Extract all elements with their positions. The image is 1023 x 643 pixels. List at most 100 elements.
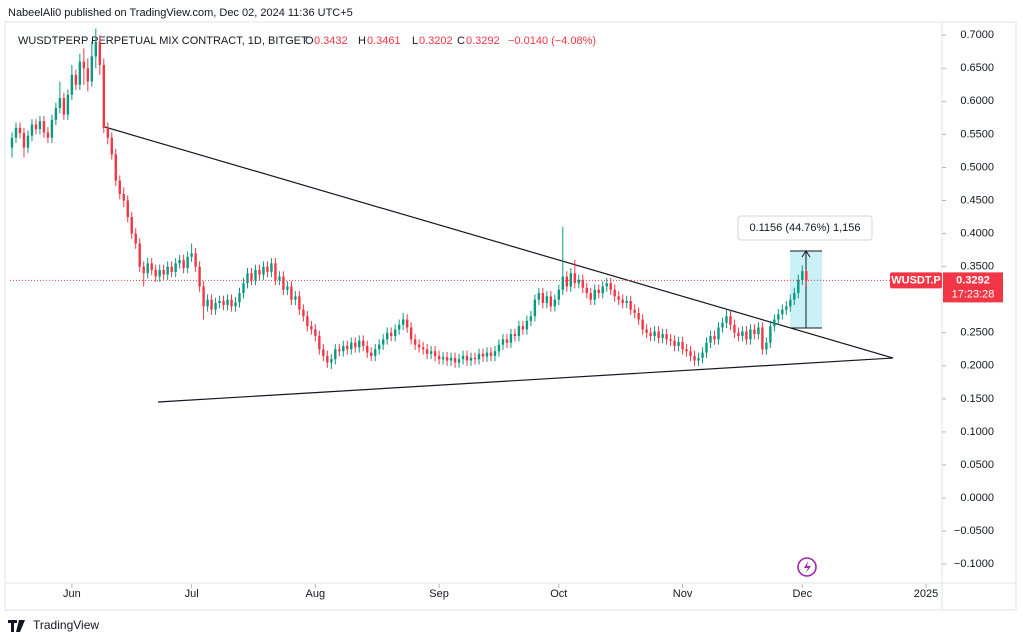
trend-line — [157, 357, 894, 403]
candle-body — [453, 357, 457, 363]
candle-body — [797, 279, 800, 294]
candle-body — [593, 289, 596, 300]
candle-body — [485, 352, 489, 357]
candle-body — [681, 342, 684, 350]
candle-body — [433, 351, 437, 356]
candle-body — [733, 324, 736, 333]
candle-body — [214, 303, 217, 310]
candle-body — [118, 180, 121, 194]
candle-body — [114, 154, 117, 181]
candle-body — [769, 326, 772, 343]
ohlc-label: H — [358, 35, 366, 47]
candle-body — [425, 349, 429, 354]
candle-body — [354, 342, 357, 348]
candle-body — [661, 334, 664, 339]
candle-body — [286, 286, 289, 290]
candle-body — [242, 283, 245, 294]
candle-body — [421, 347, 425, 350]
candle-body — [122, 193, 125, 201]
candle-body — [745, 331, 748, 340]
candle-body — [158, 269, 161, 277]
candle-body — [697, 357, 700, 361]
candle-body — [505, 339, 509, 343]
candle-body — [649, 332, 652, 337]
y-tick-label: 0.5500 — [960, 128, 994, 140]
candle-body — [14, 127, 18, 138]
candle-body — [146, 263, 149, 274]
chart-frame — [4, 21, 1017, 611]
candle-body — [781, 309, 784, 315]
candle-body — [573, 273, 576, 284]
candle-body — [653, 331, 656, 337]
candle-body — [441, 357, 445, 360]
candle-body — [737, 332, 740, 337]
x-tick-label: Aug — [306, 588, 326, 600]
candle-body — [314, 329, 317, 337]
candle-body — [222, 301, 225, 305]
candle-body — [481, 353, 485, 357]
candle-body — [234, 302, 237, 307]
candle-body — [693, 355, 696, 361]
x-tick-label: Dec — [793, 588, 813, 600]
ohlc-label: C — [457, 35, 465, 47]
candle-body — [537, 293, 541, 300]
candle-body — [338, 349, 341, 352]
candle-body — [429, 351, 433, 354]
candle-body — [613, 289, 616, 297]
candle-body — [637, 312, 640, 320]
candle-body — [326, 355, 329, 363]
y-tick-label: 0.2000 — [960, 360, 994, 372]
candle-body — [609, 283, 612, 290]
candle-body — [206, 299, 209, 307]
candle-body — [617, 296, 620, 300]
ohlc-label: O — [305, 35, 314, 47]
candle-body — [190, 253, 193, 257]
candle-body — [561, 276, 565, 290]
candle-body — [374, 349, 377, 356]
candle-body — [701, 352, 704, 358]
candle-body — [66, 94, 70, 115]
candle-body — [801, 271, 804, 280]
candle-body — [385, 332, 389, 340]
y-tick-label: −0.1000 — [954, 558, 994, 570]
candle-body — [46, 132, 50, 138]
candle-body — [469, 357, 473, 361]
y-tick-label: 0.4000 — [960, 227, 994, 239]
y-tick-label: 0.0500 — [960, 459, 994, 471]
candle-body — [342, 345, 345, 352]
plot-area: 0.7000 0.6500 0.6000 0.5500 0.5000 0.4500 0.40… — [10, 28, 1003, 600]
candle-body — [202, 286, 205, 307]
candle-body — [74, 74, 78, 85]
event-icon-bolt — [804, 561, 811, 573]
candle-body — [805, 271, 808, 281]
candle-body — [457, 359, 461, 363]
brand-logo — [8, 620, 25, 632]
candle-body — [437, 355, 441, 360]
candle-body — [350, 342, 353, 350]
candle-body — [709, 336, 712, 343]
y-tick-label: −0.0500 — [954, 525, 994, 537]
candle-body — [102, 64, 105, 128]
candle-body — [194, 253, 197, 267]
candle-body — [34, 124, 38, 130]
candle-body — [417, 344, 421, 348]
candle-body — [50, 119, 54, 138]
candle-body — [138, 243, 141, 267]
candle-body — [262, 266, 265, 275]
candle-body — [210, 299, 213, 310]
ohlc-value: 0.3432 — [314, 35, 348, 47]
candle-body — [549, 296, 553, 307]
symbol-label: WUSDT.P — [891, 274, 941, 286]
candle-body — [174, 263, 177, 272]
candle-body — [577, 279, 580, 284]
x-tick-label: Oct — [550, 588, 567, 600]
event-icon[interactable] — [797, 557, 817, 577]
candle-body — [713, 336, 716, 340]
x-tick-label: Sep — [429, 588, 449, 600]
candle-body — [270, 263, 273, 272]
candle-body — [533, 299, 537, 317]
candle-body — [250, 273, 253, 280]
y-tick-label: 0.6500 — [960, 62, 994, 74]
candle-body — [621, 299, 624, 303]
candle-body — [38, 121, 42, 130]
